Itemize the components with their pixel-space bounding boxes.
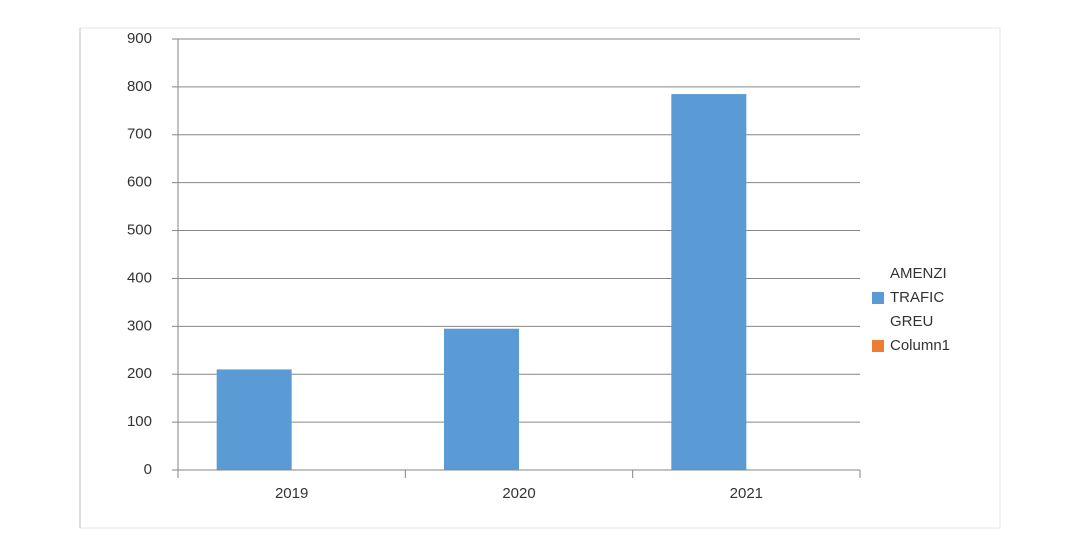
x-tick-label: 2019 [275,485,308,502]
y-tick-label: 600 [127,174,152,191]
legend-swatch [872,340,884,352]
legend: AMENZI TRAFIC GREU Column1 [872,262,950,358]
legend-entry: Column1 [872,334,950,358]
y-tick-label: 100 [127,413,152,430]
x-tick-label: 2020 [502,485,535,502]
y-tick-label: 500 [127,222,152,239]
bar [444,328,519,470]
legend-label: Column1 [890,337,951,354]
legend-swatch [872,292,884,304]
y-tick-label: 0 [144,461,152,478]
legend-entry: AMENZI TRAFIC GREU [872,262,950,334]
y-tick-label: 800 [127,78,152,95]
bar [216,369,292,470]
y-tick-label: 300 [127,317,152,334]
y-tick-label: 700 [127,126,152,143]
y-tick-label: 900 [127,30,152,47]
legend-label: AMENZI TRAFIC GREU [890,265,947,330]
y-tick-label: 200 [127,365,152,382]
y-tick-label: 400 [127,269,152,286]
x-tick-label: 2021 [730,485,763,502]
bar [671,94,747,471]
